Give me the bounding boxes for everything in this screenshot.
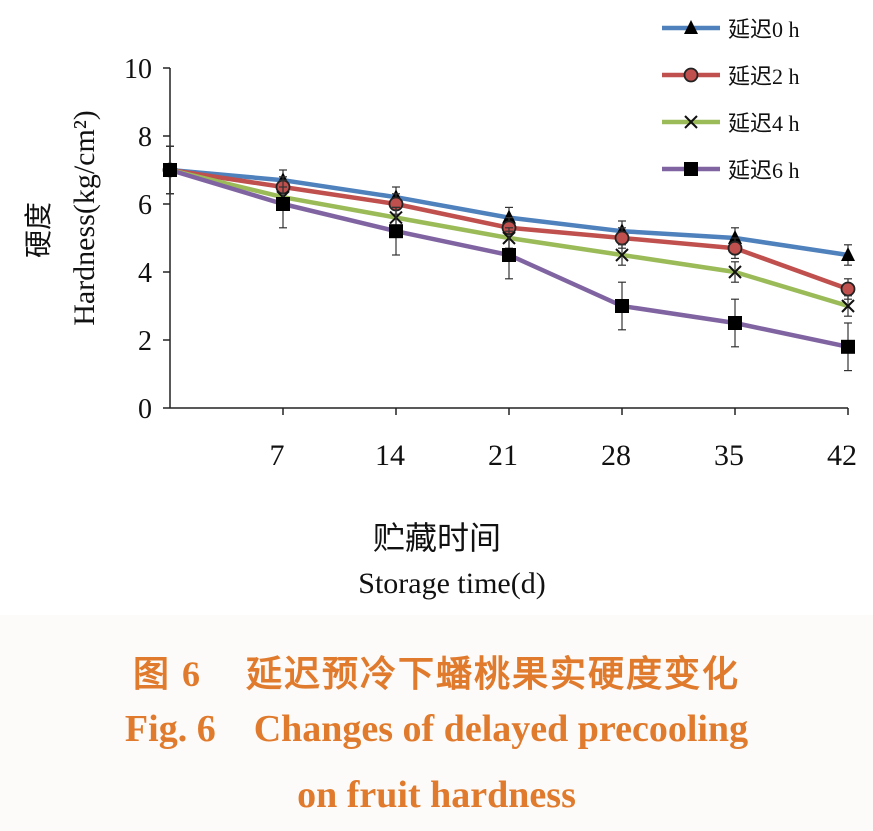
legend-item: 延迟0 h (662, 17, 800, 42)
data-point (389, 224, 403, 239)
legend-marker (684, 162, 698, 176)
x-tick-label: 28 (601, 439, 631, 472)
x-tick-label: 14 (375, 439, 405, 472)
legend-label: 延迟6 h (728, 158, 800, 183)
legend-label: 延迟2 h (728, 64, 800, 89)
marker-stroke (615, 248, 629, 262)
y-axis-title-cn: 硬度 (23, 202, 55, 258)
data-point (502, 209, 516, 224)
legend-marker (684, 20, 698, 34)
data-point (840, 281, 856, 297)
legend: 延迟0 h 延迟2 h 延迟4 h 延迟6 h (662, 17, 800, 183)
legend-label: 延迟0 h (728, 17, 800, 42)
legend-label: 延迟4 h (728, 111, 800, 136)
data-point (841, 299, 855, 313)
legend-item: 延迟6 h (662, 158, 800, 183)
figure-caption: 图 6 延迟预冷下蟠桃果实硬度变化 Fig. 6 Changes of dela… (0, 615, 873, 831)
legend-marker (684, 115, 698, 129)
data-point (276, 197, 290, 211)
data-point (615, 248, 629, 262)
x-tick-label: 21 (488, 439, 518, 472)
data-point (728, 230, 742, 244)
data-point (727, 240, 743, 256)
data-point (728, 316, 742, 330)
data-point (728, 265, 742, 279)
x-axis-title-cn: 贮藏时间 (373, 520, 501, 556)
data-point (614, 230, 630, 246)
y-tick-label: 2 (138, 326, 152, 357)
legend-item: 延迟4 h (662, 111, 800, 136)
marker-stroke (728, 265, 742, 279)
y-tick-label: 0 (138, 394, 152, 425)
x-tick-label: 35 (714, 439, 744, 472)
caption-chinese: 图 6 延迟预冷下蟠桃果实硬度变化 (132, 654, 740, 694)
line-chart: 0 2 4 6 8 10 7 14 21 28 35 42 贮藏时间 Storage time(d) 硬度 H… (23, 17, 857, 600)
marker-stroke (841, 299, 855, 313)
legend-marker (683, 67, 699, 83)
marker-stroke (684, 115, 698, 129)
data-point (841, 339, 855, 354)
data-point (841, 247, 855, 261)
x-tick-label: 42 (827, 439, 857, 472)
y-tick-label: 6 (138, 190, 152, 221)
y-axis-title-en: Hardness(kg/cm²) (68, 110, 101, 326)
data-point (615, 299, 629, 313)
legend-item: 延迟2 h (662, 64, 800, 89)
y-tick-label: 8 (138, 122, 152, 153)
series-3 (163, 145, 855, 372)
data-point (502, 248, 516, 262)
x-axis-title-en: Storage time(d) (358, 567, 545, 600)
caption-english-line2: on fruit hardness (297, 774, 576, 816)
chart-area: 0 2 4 6 8 10 7 14 21 28 35 42 贮藏时间 Storage time(d) 硬度 H… (23, 17, 857, 600)
y-tick-label: 4 (138, 258, 152, 289)
caption-english-line1: Fig. 6 Changes of delayed precooling (124, 708, 749, 750)
y-tick-label: 10 (124, 54, 152, 85)
data-point (163, 163, 177, 177)
x-tick-label: 7 (270, 439, 285, 472)
